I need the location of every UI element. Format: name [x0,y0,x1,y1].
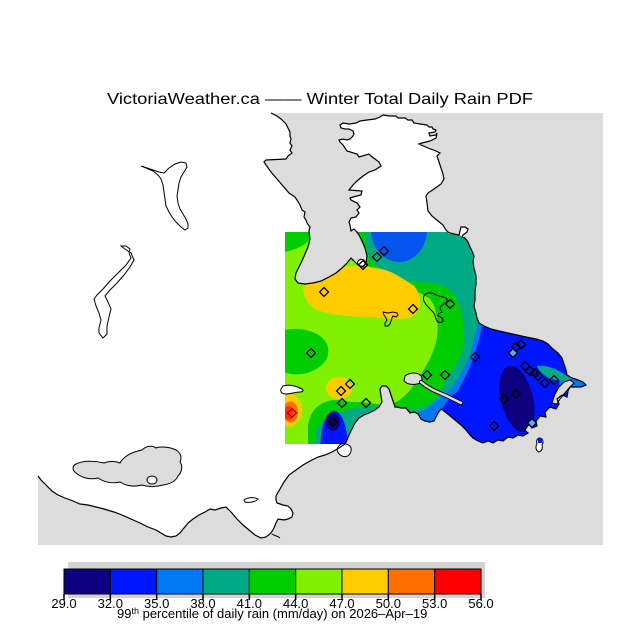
svg-text:99th percentile of daily rain: 99th percentile of daily rain (mm/day) o… [117,606,427,621]
svg-text:47.0: 47.0 [329,596,354,611]
svg-text:56.0: 56.0 [468,596,493,611]
svg-text:32.0: 32.0 [98,596,123,611]
svg-text:50.0: 50.0 [376,596,401,611]
svg-text:38.0: 38.0 [190,596,215,611]
svg-text:VictoriaWeather.ca —— Winter T: VictoriaWeather.ca —— Winter Total Daily… [107,91,533,108]
svg-text:53.0: 53.0 [422,596,447,611]
svg-text:44.0: 44.0 [283,596,308,611]
svg-text:29.0: 29.0 [51,596,76,611]
svg-text:41.0: 41.0 [237,596,262,611]
svg-text:35.0: 35.0 [144,596,169,611]
